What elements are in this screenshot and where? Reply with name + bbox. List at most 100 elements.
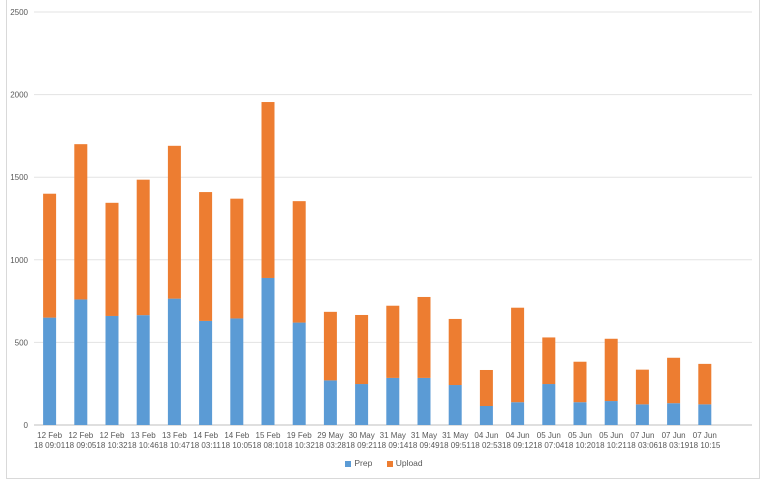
x-tick-label: 18 03:19 xyxy=(658,441,690,450)
legend-swatch-prep xyxy=(345,460,352,467)
x-tick-label: 18 10:05 xyxy=(221,441,253,450)
chart-frame xyxy=(6,0,760,479)
x-tick-label: 04 Jun xyxy=(474,431,498,440)
x-tick-label: 18 09:12 xyxy=(502,441,534,450)
x-tick-label: 18 03:28 xyxy=(315,441,347,450)
x-tick-label: 12 Feb xyxy=(37,431,62,440)
x-tick-label: 18 09:51 xyxy=(440,441,472,450)
bar-upload xyxy=(167,145,181,299)
x-tick-label: 29 May xyxy=(317,431,343,440)
bar-upload xyxy=(261,102,275,278)
x-tick-label: 31 May xyxy=(380,431,406,440)
x-tick-label: 14 Feb xyxy=(224,431,249,440)
x-tick-label: 18 10:21 xyxy=(596,441,628,450)
y-tick-label: 500 xyxy=(15,338,29,347)
bar-prep xyxy=(604,401,618,425)
x-tick-label: 18 10:32 xyxy=(96,441,128,450)
bar-prep xyxy=(74,299,88,425)
x-tick-label: 31 May xyxy=(442,431,468,440)
x-tick-label: 18 10:20 xyxy=(564,441,596,450)
bar-prep xyxy=(136,315,150,425)
bar-upload xyxy=(448,318,462,386)
x-tick-label: 18 09:01 xyxy=(34,441,66,450)
x-tick-label: 05 Jun xyxy=(599,431,623,440)
x-tick-label: 13 Feb xyxy=(162,431,187,440)
legend-label-upload: Upload xyxy=(395,458,423,468)
y-tick-label: 1000 xyxy=(10,256,28,265)
bar-prep xyxy=(448,385,462,425)
x-tick-label: 31 May xyxy=(411,431,437,440)
bar-prep xyxy=(105,315,119,425)
bar-upload xyxy=(292,201,306,323)
x-tick-label: 07 Jun xyxy=(630,431,654,440)
bar-prep xyxy=(698,404,712,425)
x-tick-label: 18 10:32 xyxy=(284,441,316,450)
bar-upload xyxy=(417,296,431,378)
x-tick-label: 18 10:47 xyxy=(159,441,191,450)
bar-upload xyxy=(479,369,493,407)
bar-prep xyxy=(511,402,525,425)
bar-upload xyxy=(542,337,556,385)
x-tick-label: 30 May xyxy=(348,431,374,440)
x-tick-label: 05 Jun xyxy=(537,431,561,440)
bar-upload xyxy=(511,307,525,403)
x-tick-label: 18 09:14 xyxy=(377,441,409,450)
legend-item-upload: Upload xyxy=(386,458,423,468)
legend-label-prep: Prep xyxy=(354,458,373,468)
x-tick-label: 18 08:10 xyxy=(252,441,284,450)
bar-upload xyxy=(386,305,400,378)
bar-upload xyxy=(667,357,681,404)
x-tick-label: 18 10:15 xyxy=(689,441,721,450)
x-tick-label: 07 Jun xyxy=(662,431,686,440)
bar-upload xyxy=(698,363,712,405)
x-tick-label: 18 09:21 xyxy=(346,441,378,450)
bar-prep xyxy=(542,384,556,425)
bar-prep xyxy=(292,322,306,425)
x-tick-label: 15 Feb xyxy=(256,431,281,440)
bar-prep xyxy=(417,377,431,425)
x-tick-label: 12 Feb xyxy=(100,431,125,440)
bar-prep xyxy=(386,377,400,425)
x-tick-label: 18 09:05 xyxy=(65,441,97,450)
x-tick-label: 18 09:49 xyxy=(408,441,440,450)
bar-upload xyxy=(604,338,618,402)
legend-swatch-upload xyxy=(386,460,393,467)
bar-prep xyxy=(43,317,57,425)
bar-upload xyxy=(43,193,57,318)
y-tick-label: 2000 xyxy=(10,91,28,100)
y-tick-label: 1500 xyxy=(10,173,28,182)
x-tick-label: 18 07:04 xyxy=(533,441,565,450)
bar-upload xyxy=(199,192,213,321)
x-tick-label: 18 03:11 xyxy=(190,441,221,450)
x-tick-label: 04 Jun xyxy=(506,431,530,440)
bar-upload xyxy=(355,314,369,385)
bar-prep xyxy=(573,402,587,425)
x-tick-label: 14 Feb xyxy=(193,431,218,440)
bar-prep xyxy=(323,380,337,425)
bar-upload xyxy=(74,144,88,300)
x-tick-label: 19 Feb xyxy=(287,431,312,440)
legend: Prep Upload xyxy=(0,458,768,468)
bar-upload xyxy=(105,202,119,316)
bar-prep xyxy=(667,403,681,425)
x-tick-label: 18 03:06 xyxy=(627,441,659,450)
x-tick-label: 12 Feb xyxy=(68,431,93,440)
x-tick-label: 18 02:53 xyxy=(471,441,503,450)
x-tick-label: 13 Feb xyxy=(131,431,156,440)
y-tick-label: 0 xyxy=(24,421,29,430)
legend-item-prep: Prep xyxy=(345,458,372,468)
x-tick-label: 07 Jun xyxy=(693,431,717,440)
bar-upload xyxy=(136,179,150,316)
x-tick-label: 18 10:46 xyxy=(128,441,160,450)
x-tick-label: 05 Jun xyxy=(568,431,592,440)
bar-prep xyxy=(230,318,244,425)
bar-prep xyxy=(635,404,649,425)
bar-prep xyxy=(479,406,493,425)
y-tick-label: 2500 xyxy=(10,8,28,17)
bar-prep xyxy=(167,298,181,425)
bar-prep xyxy=(261,277,275,425)
bar-upload xyxy=(635,369,649,405)
bar-upload xyxy=(573,361,587,403)
bar-upload xyxy=(323,311,337,381)
